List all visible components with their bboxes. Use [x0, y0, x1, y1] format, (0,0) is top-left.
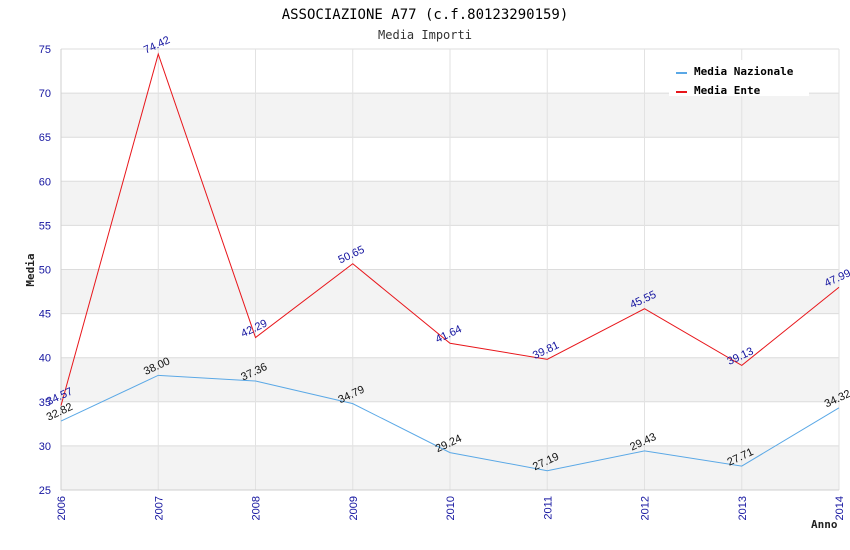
x-tick-label: 2011: [542, 496, 554, 520]
x-axis-label: Anno: [811, 518, 838, 531]
legend: Media Nazionale Media Ente: [669, 60, 809, 97]
axes: [60, 49, 839, 491]
x-tick-label: 2014: [834, 496, 846, 520]
y-tick-label: 50: [39, 265, 51, 277]
y-tick-label: 25: [39, 485, 51, 497]
x-tick-labels: 2006 2007 2008 2009 2010 2011 2012 2013 2014: [56, 496, 846, 520]
x-tick-label: 2012: [640, 496, 652, 520]
legend-label-nazionale: Media Nazionale: [694, 65, 794, 78]
series-lines: [60, 52, 840, 472]
x-tick-label: 2008: [251, 496, 263, 520]
series-line-ente: [60, 52, 840, 406]
y-tick-label: 35: [39, 397, 51, 409]
x-tick-label: 2013: [737, 496, 749, 520]
y-tick-labels: 25 30 35 40 45 50 55 60 65 70 75: [39, 44, 51, 497]
y-tick-label: 75: [39, 44, 51, 56]
x-tick-label: 2007: [153, 496, 165, 520]
x-tick-label: 2009: [348, 496, 360, 520]
series-line-nazionale: [60, 374, 840, 472]
y-tick-label: 55: [39, 220, 51, 232]
y-axis-label: Media: [24, 253, 37, 286]
y-tick-label: 30: [39, 441, 51, 453]
y-tick-label: 45: [39, 309, 51, 321]
y-tick-label: 60: [39, 176, 51, 188]
chart-subtitle: Media Importi: [378, 28, 472, 42]
y-tick-label: 65: [39, 132, 51, 144]
y-tick-label: 40: [39, 353, 51, 365]
x-tick-label: 2010: [445, 496, 457, 520]
legend-box: [669, 60, 809, 96]
chart-title: ASSOCIAZIONE A77 (c.f.80123290159): [282, 7, 569, 23]
x-tick-label: 2006: [56, 496, 68, 520]
y-tick-label: 70: [39, 88, 51, 100]
legend-label-ente: Media Ente: [694, 84, 761, 97]
